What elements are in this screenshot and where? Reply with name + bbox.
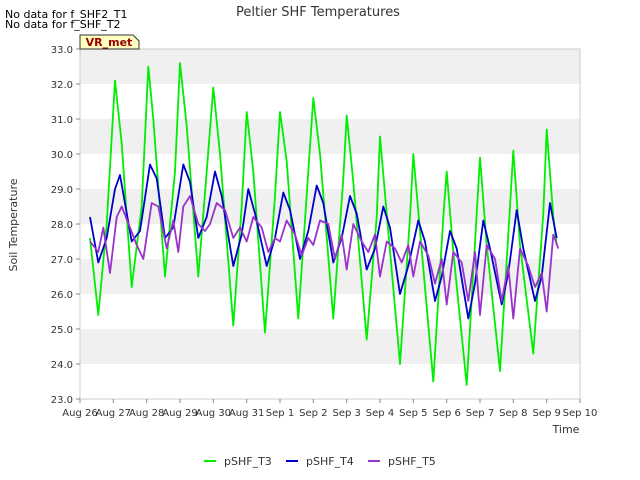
x-tick-label: Aug 30 (196, 408, 231, 419)
legend-label-pSHF_T4: pSHF_T4 (306, 455, 354, 468)
y-tick-label: 27.0 (51, 255, 73, 266)
legend-label-pSHF_T3: pSHF_T3 (224, 455, 272, 468)
x-tick-label: Sep 6 (432, 408, 460, 419)
x-tick-label: Sep 7 (466, 408, 494, 419)
y-tick-label: 24.0 (51, 360, 73, 371)
y-tick-label: 33.0 (51, 45, 73, 56)
x-tick-label: Aug 29 (162, 408, 197, 419)
x-tick-label: Sep 10 (563, 408, 598, 419)
x-tick-label: Aug 31 (229, 408, 264, 419)
x-tick-label: Sep 2 (299, 408, 327, 419)
grid-band (80, 294, 580, 329)
y-tick-label: 29.0 (51, 185, 73, 196)
x-tick-label: Sep 4 (366, 408, 394, 419)
y-axis-label: Soil Temperature (7, 178, 20, 271)
series-line-pSHF_T5 (89, 195, 560, 320)
y-tick-label: 26.0 (51, 290, 73, 301)
grid-band (80, 189, 580, 224)
badge-label: VR_met (86, 36, 133, 49)
grid-band (80, 329, 580, 364)
legend-label-pSHF_T5: pSHF_T5 (388, 455, 436, 468)
x-tick-label: Sep 5 (399, 408, 427, 419)
x-tick-label: Sep 1 (266, 408, 294, 419)
grid-band (80, 364, 580, 399)
vr-met-badge: VR_met (79, 34, 140, 50)
chart-title: Peltier SHF Temperatures (236, 5, 400, 20)
x-tick-label: Aug 27 (96, 408, 131, 419)
series-lines (89, 62, 560, 386)
x-tick-label: Sep 9 (532, 408, 560, 419)
x-axis-label: Time (552, 423, 580, 436)
y-tick-label: 32.0 (51, 80, 73, 91)
series-line-pSHF_T4 (89, 163, 558, 320)
x-tick-label: Sep 8 (499, 408, 527, 419)
series-line-pSHF_T3 (89, 62, 558, 386)
plot-background-bands (80, 49, 580, 399)
y-tick-label: 23.0 (51, 395, 73, 406)
grid-band (80, 84, 580, 119)
grid-band (80, 119, 580, 154)
x-tick-label: Sep 3 (332, 408, 360, 419)
y-tick-label: 28.0 (51, 220, 73, 231)
y-axis-ticks: 23.0 24.0 25.0 26.0 27.0 28.0 29.0 30.0 31.0 32.0… (51, 45, 80, 406)
x-tick-label: Aug 26 (62, 408, 97, 419)
no-data-note-2: No data for f_SHF_T2 (5, 18, 121, 31)
y-tick-label: 31.0 (51, 115, 73, 126)
grid-band (80, 154, 580, 189)
no-data-note-1: No data for f_SHF2_T1 (5, 8, 128, 21)
x-tick-label: Aug 28 (129, 408, 164, 419)
legend: pSHF_T3 pSHF_T4 pSHF_T5 (204, 455, 436, 468)
y-tick-label: 25.0 (51, 325, 73, 336)
y-tick-label: 30.0 (51, 150, 73, 161)
grid-band (80, 49, 580, 84)
